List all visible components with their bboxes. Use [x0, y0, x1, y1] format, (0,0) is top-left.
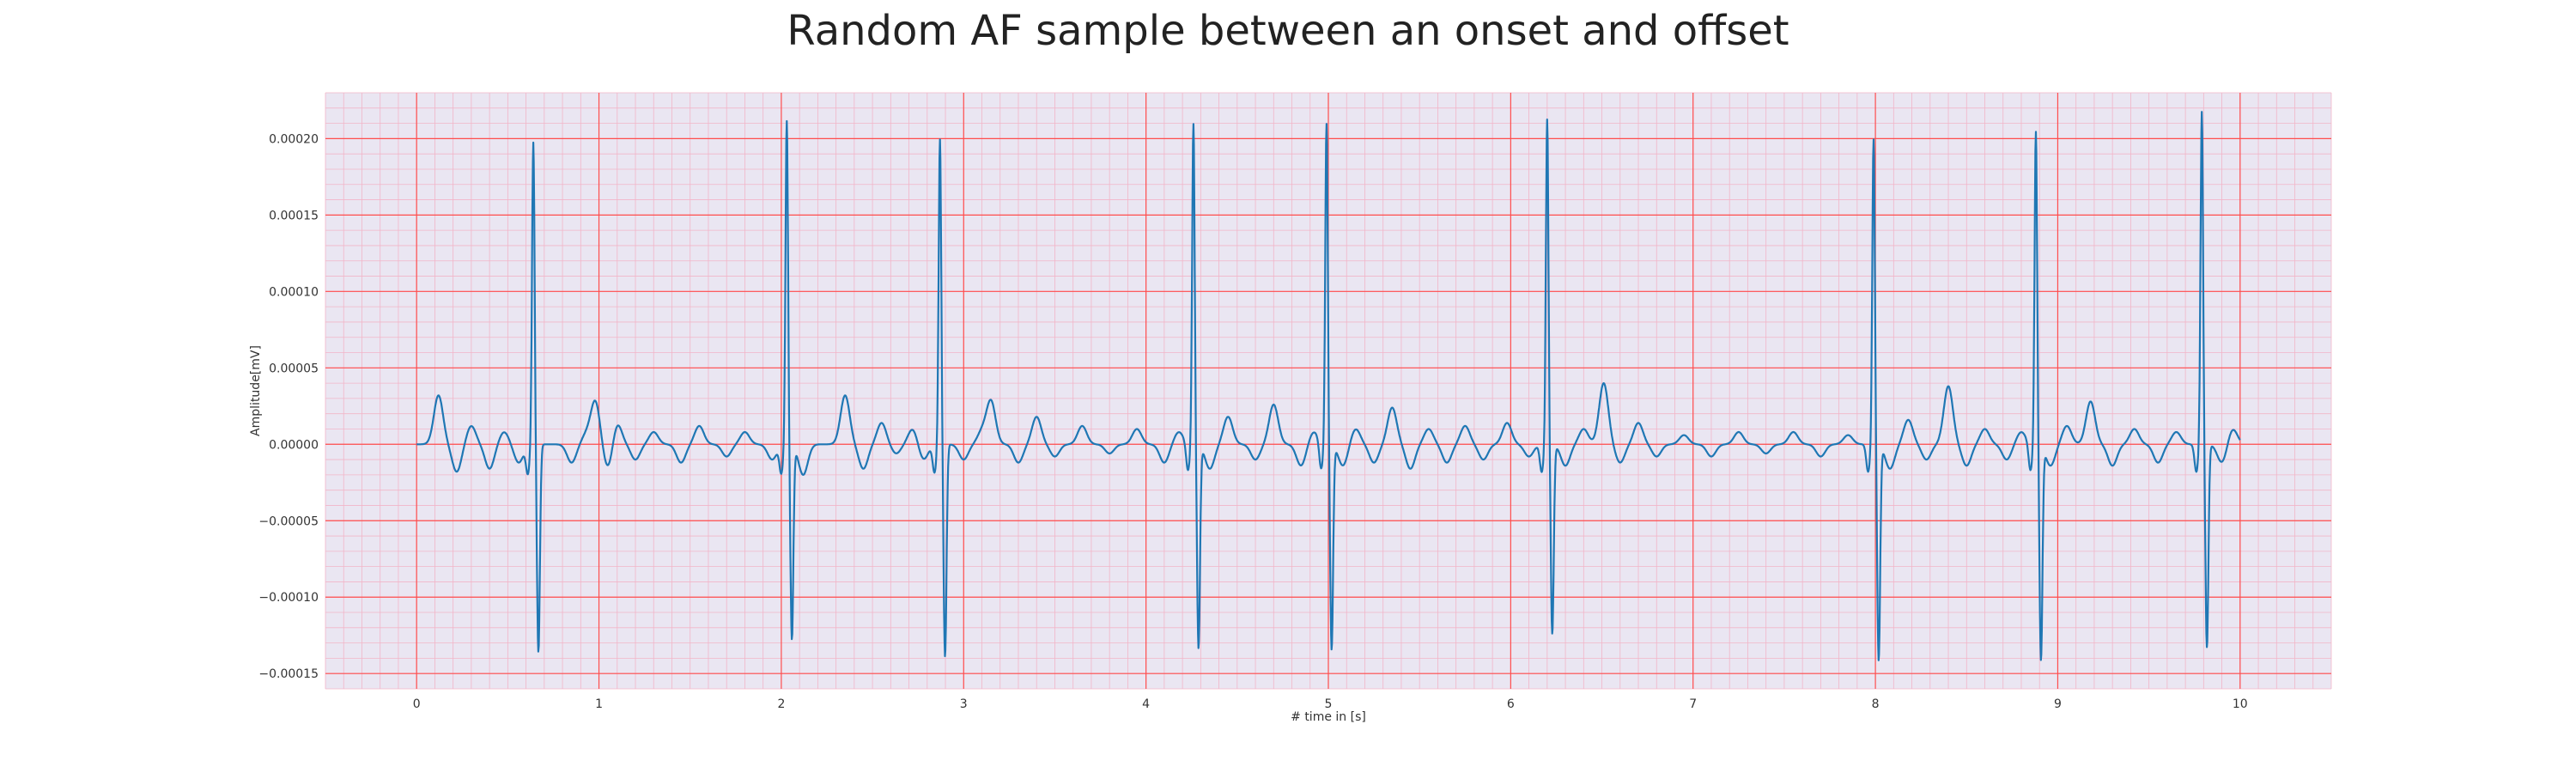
y-tick-label: −0.00015: [258, 667, 319, 681]
x-tick-label: 3: [960, 697, 968, 711]
ecg-signal-line: [416, 111, 2241, 661]
y-axis-label: Amplitude[mV]: [249, 345, 263, 436]
x-axis-label: # time in [s]: [1291, 710, 1366, 724]
y-tick-labels: −0.00015 −0.00010 −0.00005 0.00000 0.00005 0.…: [258, 132, 319, 681]
y-tick-label: 0.00015: [269, 209, 319, 222]
y-tick-label: −0.00005: [258, 514, 319, 528]
y-tick-label: 0.00000: [269, 438, 319, 452]
x-tick-label: 2: [777, 697, 785, 711]
x-tick-label: 1: [595, 697, 603, 711]
x-tick-label: 8: [1872, 697, 1880, 711]
x-tick-label: 9: [2054, 697, 2062, 711]
x-tick-label: 7: [1689, 697, 1697, 711]
x-tick-label: 10: [2233, 697, 2248, 711]
y-tick-label: 0.00010: [269, 285, 319, 299]
x-tick-labels: 0 1 2 3 4 5 6 7 8 9 10: [413, 697, 2248, 711]
chart-title: Random AF sample between an onset and of…: [787, 7, 1789, 55]
x-tick-label: 0: [413, 697, 421, 711]
y-tick-label: 0.00020: [269, 132, 319, 146]
y-tick-label: 0.00005: [269, 362, 319, 375]
x-tick-label: 4: [1142, 697, 1150, 711]
x-tick-label: 6: [1507, 697, 1515, 711]
x-tick-label: 5: [1325, 697, 1333, 711]
y-tick-label: −0.00010: [258, 591, 319, 605]
